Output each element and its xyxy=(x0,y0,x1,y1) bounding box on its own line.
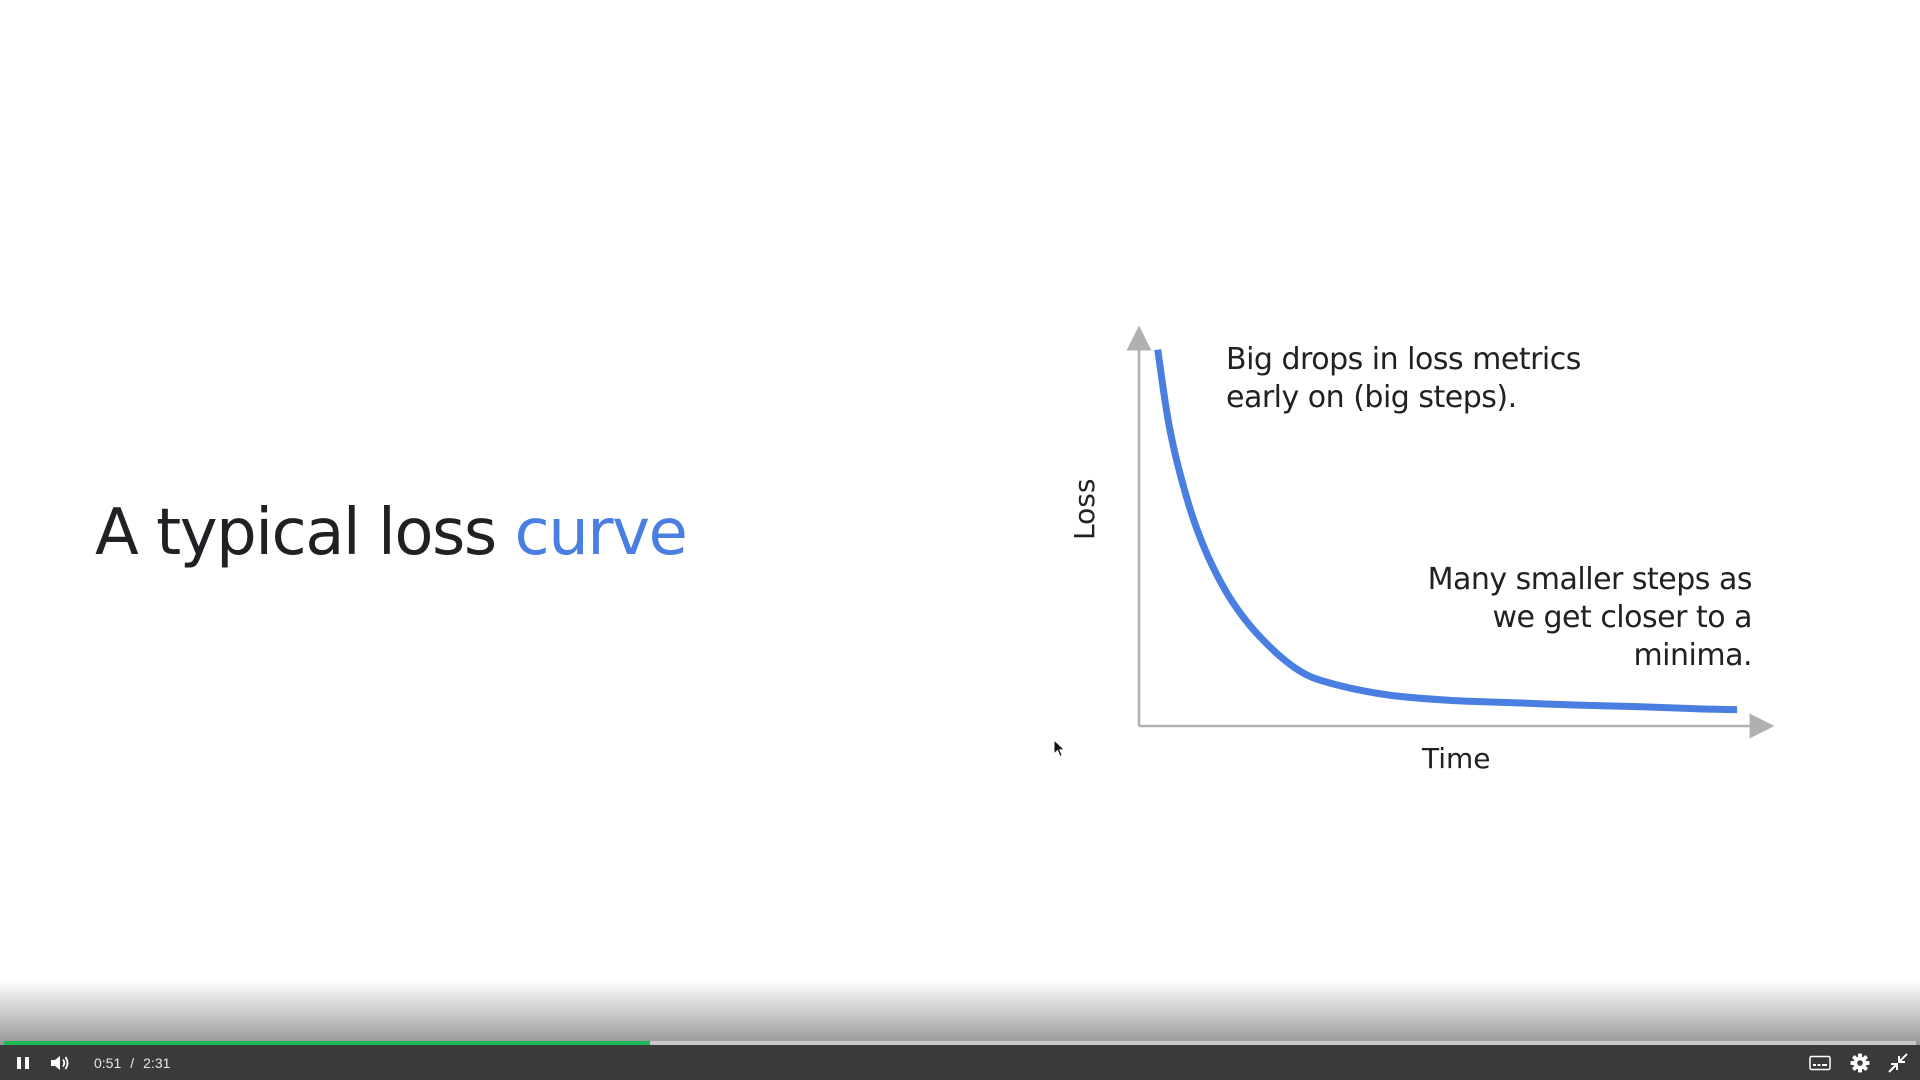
slide-title-prefix: A typical loss xyxy=(95,496,515,570)
captions-icon xyxy=(1809,1055,1831,1071)
loss-curve-line xyxy=(1154,349,1738,714)
seek-bar[interactable] xyxy=(4,1041,1916,1045)
time-display: 0:51 / 2:31 xyxy=(94,1053,170,1073)
volume-icon xyxy=(51,1056,69,1070)
y-axis-label: Loss xyxy=(1068,478,1101,540)
seek-bar-progress xyxy=(4,1041,651,1045)
volume-button[interactable] xyxy=(48,1052,72,1074)
pause-button[interactable] xyxy=(12,1052,34,1074)
annotation-early-drops: Big drops in loss metrics early on (big … xyxy=(1226,342,1581,415)
video-control-bar xyxy=(0,1045,1920,1080)
x-axis-label: Time xyxy=(1422,742,1491,775)
duration: 2:31 xyxy=(143,1055,171,1071)
slide-title: A typical loss curve xyxy=(95,496,688,570)
exit-fullscreen-button[interactable] xyxy=(1886,1052,1910,1074)
annotation-small-steps: Many smaller steps as we get closer to a… xyxy=(1427,562,1753,673)
gear-icon xyxy=(1850,1053,1870,1073)
captions-button[interactable] xyxy=(1808,1052,1832,1074)
mouse-cursor-icon xyxy=(1053,739,1066,758)
time-separator: / xyxy=(130,1055,135,1071)
slide-title-accent: curve xyxy=(514,496,688,570)
current-time: 0:51 xyxy=(94,1055,122,1071)
exit-fullscreen-icon xyxy=(1888,1053,1908,1073)
settings-button[interactable] xyxy=(1848,1052,1872,1074)
loss-curve-chart xyxy=(1126,325,1775,739)
pause-icon xyxy=(17,1057,29,1069)
